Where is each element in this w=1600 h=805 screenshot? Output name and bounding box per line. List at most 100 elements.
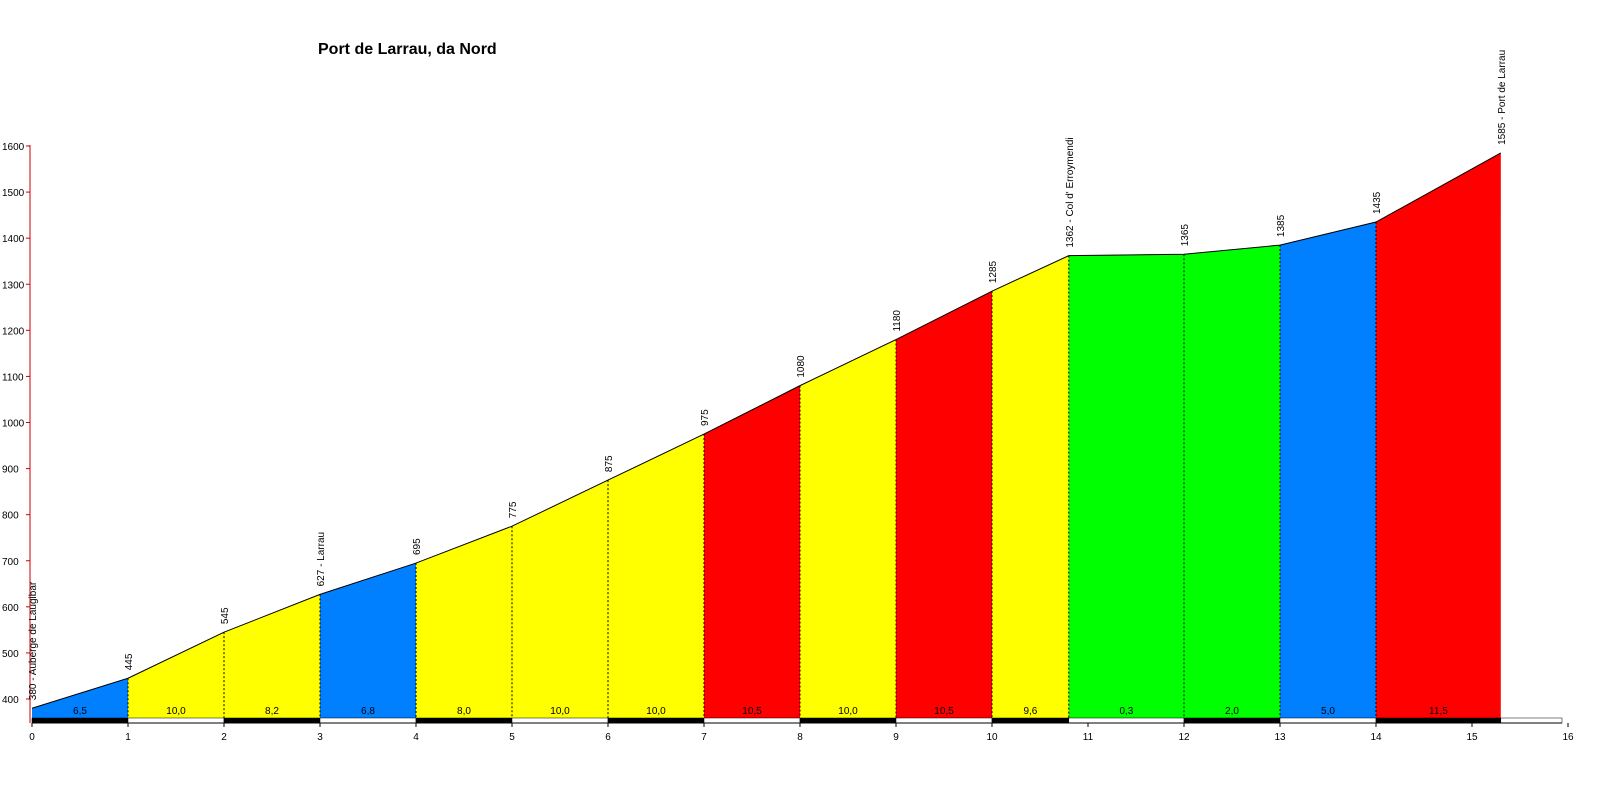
y-tick-label: 800: [2, 511, 19, 522]
y-tick-label: 1500: [2, 188, 25, 199]
distance-bar-6: [511, 717, 609, 724]
point-label: 1362 - Col d' Erroymendi: [1065, 137, 1076, 247]
y-tick-label: 1300: [2, 280, 25, 291]
distance-bar-9: [799, 717, 897, 724]
gradient-label: 10,0: [166, 706, 186, 717]
x-tick-label: 4: [413, 732, 419, 743]
point-label: 380 - Auberge de Laugibar: [28, 581, 39, 700]
x-tick-label: 3: [317, 732, 323, 743]
gradient-label: 5,0: [1321, 706, 1335, 717]
x-tick-label: 5: [509, 732, 515, 743]
gradient-label: 6,8: [361, 706, 375, 717]
y-tick-label: 1000: [2, 419, 25, 430]
gradient-label: 9,6: [1023, 706, 1037, 717]
x-tick-label: 16: [1562, 732, 1574, 743]
gradient-segment-5: [416, 526, 512, 718]
distance-bar-13: [1183, 717, 1281, 724]
y-tick-label: 400: [2, 695, 19, 706]
point-label: 1080: [796, 355, 807, 378]
y-tick-label: 600: [2, 603, 19, 614]
gradient-segment-9: [800, 339, 896, 718]
distance-bar-4: [319, 717, 417, 724]
gradient-segment-15: [1376, 152, 1501, 719]
distance-bar-1: [31, 717, 129, 724]
gradient-label: 8,2: [265, 706, 279, 717]
point-label: 1365: [1180, 224, 1191, 247]
point-label: 627 - Larrau: [316, 532, 327, 586]
x-tick-label: 10: [986, 732, 998, 743]
gradient-label: 10,0: [646, 706, 666, 717]
distance-bar-7: [607, 717, 705, 724]
point-label: 445: [124, 653, 135, 670]
gradient-label: 2,0: [1225, 706, 1239, 717]
point-label: 1435: [1372, 191, 1383, 214]
gradient-label: 11,5: [1429, 706, 1448, 717]
gradient-segment-13: [1184, 245, 1280, 718]
x-tick-label: 7: [701, 732, 707, 743]
distance-bar-10: [895, 717, 993, 724]
axis-layer: 4005006007008009001000110012001300140015…: [2, 142, 1574, 743]
dividers-layer: [127, 222, 1377, 718]
distance-bar-5: [415, 717, 513, 724]
distance-bar-12: [1068, 717, 1185, 724]
gradient-segment-14: [1280, 222, 1376, 718]
y-tick-label: 700: [2, 557, 19, 568]
gradient-segment-12: [1068, 254, 1184, 718]
x-tick-label: 15: [1466, 732, 1478, 743]
y-tick-label: 500: [2, 649, 19, 660]
distance-bar-tail: [1500, 717, 1563, 724]
x-tick-label: 13: [1274, 732, 1286, 743]
point-label: 875: [604, 455, 615, 472]
gradient-segment-7: [608, 434, 704, 718]
distance-bar-14: [1279, 717, 1377, 724]
gradient-segment-10: [896, 291, 992, 718]
segments-layer: 6,5 10,0 8,2 6,8 8,0 10,0 10,0 10,5 10,0 10,5 9,6 0…: [31, 152, 1563, 724]
x-tick-label: 14: [1370, 732, 1382, 743]
point-label: 1180: [892, 310, 903, 332]
x-tick-label: 1: [125, 732, 131, 743]
y-tick-label: 1100: [2, 372, 24, 383]
x-tick-label: 8: [797, 732, 803, 743]
point-label: 695: [412, 538, 423, 555]
chart-title: Port de Larrau, da Nord: [318, 41, 497, 58]
x-tick-label: 0: [29, 732, 35, 743]
gradient-segment-3: [224, 594, 320, 718]
distance-bar-15: [1375, 717, 1502, 724]
point-label: 1285: [988, 260, 999, 283]
point-label: 1385: [1276, 214, 1287, 237]
gradient-label: 10,0: [550, 706, 570, 717]
point-label: 975: [700, 409, 711, 426]
point-label: 1585 - Port de Larrau: [1497, 50, 1508, 145]
gradient-label: 8,0: [457, 706, 471, 717]
gradient-segment-2: [128, 632, 224, 718]
gradient-segment-1: [32, 678, 128, 718]
point-label: 775: [508, 501, 519, 518]
x-tick-label: 11: [1083, 732, 1094, 743]
y-tick-label: 900: [2, 465, 19, 476]
gradient-segment-11: [992, 255, 1069, 718]
gradient-label: 6,5: [73, 706, 87, 717]
point-label: 545: [220, 607, 231, 624]
gradient-label: 0,3: [1119, 706, 1133, 717]
x-tick-label: 2: [221, 732, 227, 743]
y-tick-label: 1600: [2, 142, 25, 153]
x-tick-label: 12: [1178, 732, 1190, 743]
y-tick-label: 1200: [2, 326, 25, 337]
labels-layer: 380 - Auberge de Laugibar 445 545 627 - Lar…: [28, 50, 1508, 700]
distance-bar-3: [223, 717, 321, 724]
profile-line: [31, 152, 1502, 709]
gradient-segment-8: [704, 385, 800, 718]
gradient-segment-4: [320, 563, 416, 718]
x-tick-label: 9: [893, 732, 899, 743]
distance-bar-11: [991, 717, 1070, 724]
gradient-label: 10,5: [934, 706, 954, 717]
gradient-label: 10,5: [742, 706, 762, 717]
x-tick-label: 6: [605, 732, 611, 743]
gradient-segment-6: [512, 480, 608, 718]
profile-layer: [31, 152, 1502, 709]
distance-bar-8: [703, 717, 801, 724]
distance-bar-2: [127, 717, 225, 724]
gradient-label: 10,0: [838, 706, 858, 717]
